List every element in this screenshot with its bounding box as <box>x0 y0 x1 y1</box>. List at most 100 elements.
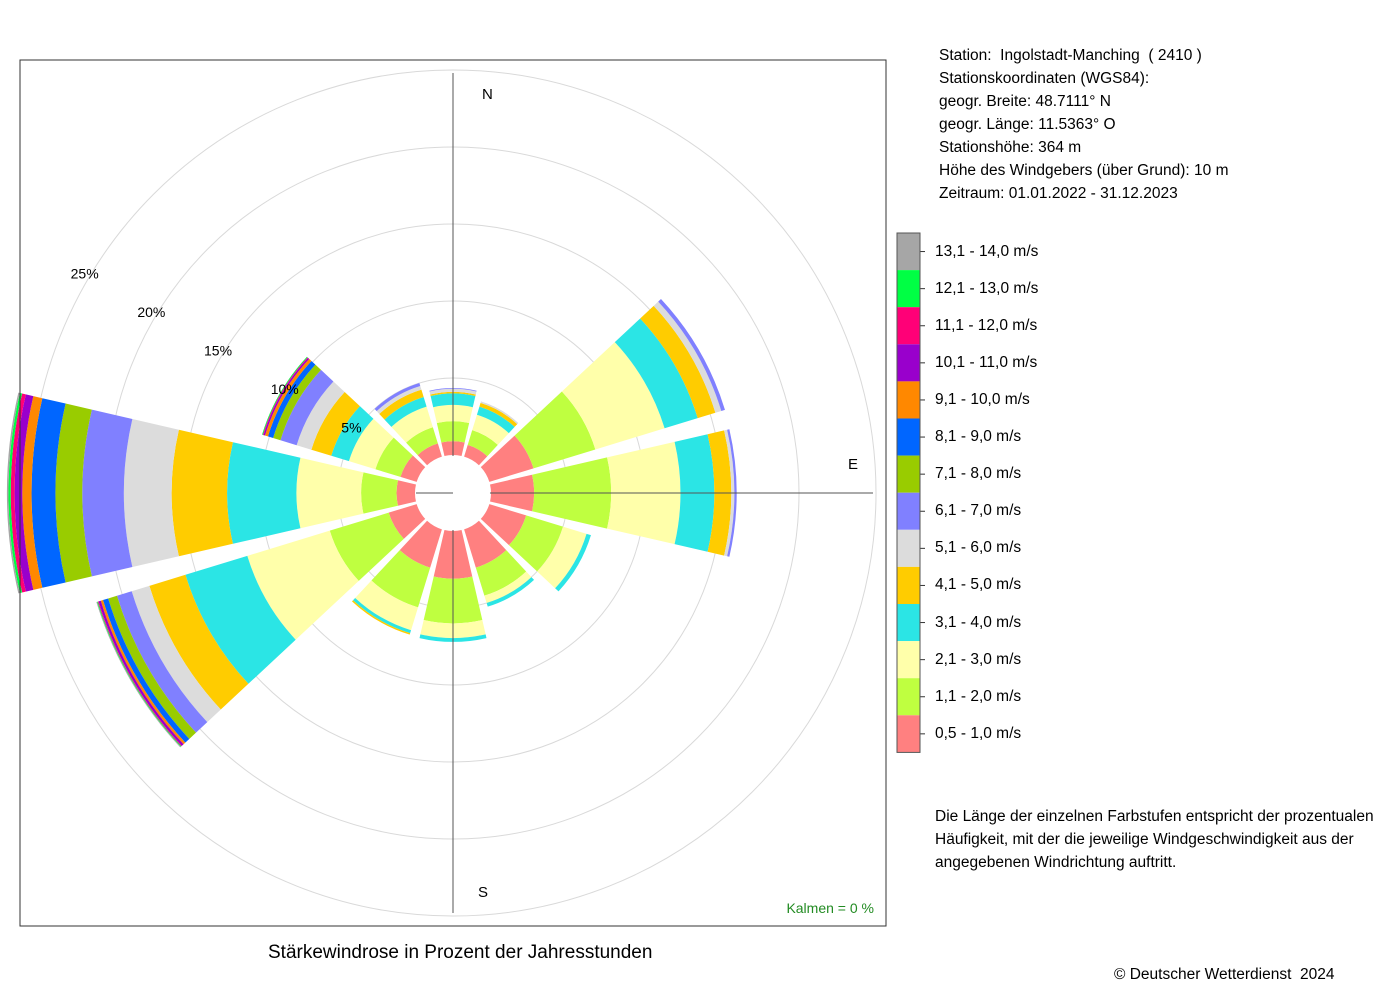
plot-frame <box>19 59 887 927</box>
station-name: Station: Ingolstadt-Manching ( 2410 ) <box>939 47 1202 64</box>
sector-segment-330-class-2 <box>391 406 433 443</box>
station-info: Station: Ingolstadt-Manching ( 2410 ) St… <box>939 44 1228 205</box>
compass-label-e: E <box>848 456 858 473</box>
legend-label: 10,1 - 11,0 m/s <box>935 353 1038 371</box>
sector-segment-300-class-3 <box>331 406 374 462</box>
legend-label: 2,1 - 3,0 m/s <box>935 650 1022 668</box>
sector-segment-60-class-6 <box>658 299 725 411</box>
sector-segment-270-class-7 <box>55 403 92 583</box>
sector-segment-270-class-6 <box>82 409 133 577</box>
radial-tick-label: 20% <box>137 304 165 320</box>
legend-swatch <box>897 307 920 345</box>
sector-segment-240-class-3 <box>185 555 296 684</box>
anemometer-height: Höhe des Windgebers (über Grund): 10 m <box>939 162 1229 179</box>
sector-segment-30-class-3 <box>476 406 515 434</box>
sector-segment-270-class-9 <box>22 396 43 590</box>
legend-label: 0,5 - 1,0 m/s <box>935 724 1022 742</box>
sector-segment-60-class-0 <box>480 435 534 482</box>
legend-swatch <box>897 344 920 382</box>
legend-swatch <box>897 641 920 679</box>
sector-segment-300-class-0 <box>400 455 426 482</box>
sector-segment-30-class-1 <box>467 430 498 457</box>
sector-segment-150-class-2 <box>484 571 532 603</box>
legend-swatch <box>897 678 920 716</box>
legend-swatch <box>897 233 920 271</box>
sector-segment-270-class-13 <box>6 392 20 594</box>
sector-segment-300-class-8 <box>267 361 316 438</box>
radial-tick-label: 25% <box>71 266 99 282</box>
sector-segment-60-class-2 <box>561 342 665 450</box>
sector-segment-270-class-3 <box>227 442 301 544</box>
sector-segment-300-class-5 <box>296 381 345 450</box>
sector-segment-60-class-1 <box>514 391 596 469</box>
sector-segment-270-class-8 <box>31 398 66 588</box>
sector-segment-300-class-9 <box>264 358 312 437</box>
legend-label: 3,1 - 4,0 m/s <box>935 613 1022 631</box>
legend-swatch <box>897 418 920 456</box>
legend-label: 7,1 - 8,0 m/s <box>935 465 1022 483</box>
legend-swatch <box>897 566 920 604</box>
sector-segment-120-class-2 <box>537 526 587 589</box>
legend-swatch <box>897 529 920 567</box>
sector-segment-150-class-0 <box>464 520 507 568</box>
compass-label-s: S <box>478 884 488 901</box>
legend-swatch <box>897 270 920 308</box>
sector-segment-330-class-6 <box>374 383 421 412</box>
sector-segment-120-class-0 <box>480 504 527 546</box>
sector-segment-30-class-2 <box>472 414 509 445</box>
legend-label: 13,1 - 14,0 m/s <box>935 242 1039 260</box>
radial-tick-label: 15% <box>204 343 232 359</box>
sector-segment-270-class-1 <box>361 472 398 514</box>
sector-segment-210-class-0 <box>399 520 442 568</box>
legend-label: 6,1 - 7,0 m/s <box>935 502 1022 520</box>
wind-sectors <box>6 299 737 748</box>
sector-segment-240-class-8 <box>102 598 190 743</box>
sector-segment-90-class-6 <box>727 429 737 557</box>
sector-segment-270-class-4 <box>171 429 233 557</box>
legend-label: 12,1 - 13,0 m/s <box>935 279 1039 297</box>
sector-segment-300-class-2 <box>348 418 394 470</box>
legend-label: 9,1 - 10,0 m/s <box>935 390 1030 408</box>
sector-segment-240-class-0 <box>388 504 426 539</box>
sector-segment-210-class-2 <box>355 580 419 631</box>
sector-segment-120-class-1 <box>508 515 563 572</box>
sector-segment-270-class-5 <box>123 418 179 568</box>
copyright: © Deutscher Wetterdienst 2024 <box>1114 966 1335 983</box>
elevation: Stationshöhe: 364 m <box>939 139 1082 156</box>
sector-segment-210-class-1 <box>371 550 431 608</box>
radial-tick-labels: 5% 10% 15% 20% 25% <box>71 266 362 436</box>
chart-title: Stärkewindrose in Prozent der Jahresstun… <box>268 942 653 963</box>
sector-segment-0-class-6 <box>429 388 477 392</box>
legend <box>896 232 925 753</box>
calms-label: Kalmen = 0 % <box>786 900 874 916</box>
sector-segment-300-class-1 <box>375 437 413 477</box>
sector-segment-120-class-3 <box>555 533 591 592</box>
sector-segment-60-class-3 <box>614 318 698 429</box>
legend-label: 5,1 - 6,0 m/s <box>935 539 1022 557</box>
sector-segment-30-class-0 <box>464 444 488 466</box>
sector-segment-0-class-4 <box>430 391 476 396</box>
legend-swatch <box>897 604 920 642</box>
compass-axes <box>416 73 873 913</box>
legend-swatch <box>897 455 920 493</box>
sector-segment-240-class-6 <box>116 591 208 733</box>
legend-swatch <box>897 381 920 419</box>
radial-tick-label: 5% <box>341 420 361 436</box>
sector-segment-270-class-11 <box>10 393 26 593</box>
legend-swatch <box>897 715 920 753</box>
legend-label: 11,1 - 12,0 m/s <box>935 316 1038 334</box>
legend-label: 4,1 - 5,0 m/s <box>935 576 1022 594</box>
sector-segment-30-class-5 <box>480 401 519 425</box>
sector-segment-330-class-1 <box>406 427 438 456</box>
compass-label-n: N <box>482 86 493 103</box>
sector-segment-60-class-5 <box>653 301 722 413</box>
sector-segment-300-class-6 <box>280 369 334 446</box>
sector-segment-240-class-4 <box>149 574 249 710</box>
legend-label: 8,1 - 9,0 m/s <box>935 428 1022 446</box>
sector-segment-330-class-5 <box>376 385 422 414</box>
explanation-note: Die Länge der einzelnen Farbstufen entsp… <box>935 808 1374 871</box>
sector-segment-270-class-2 <box>296 457 364 529</box>
legend-swatch <box>897 492 920 530</box>
sector-segment-300-class-4 <box>311 391 360 456</box>
